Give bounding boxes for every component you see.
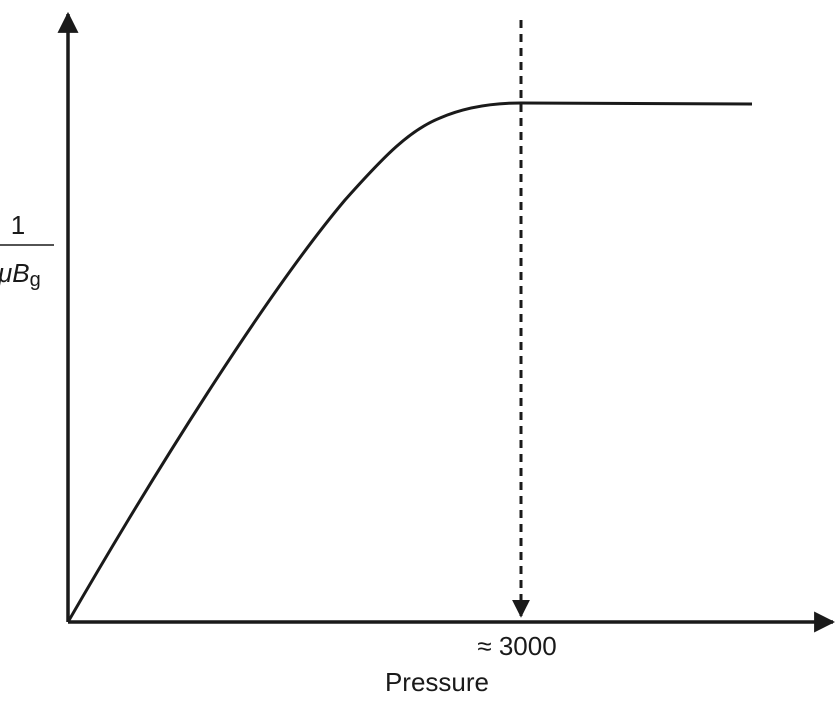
curve <box>66 101 753 623</box>
x-axis-label: Pressure <box>385 667 489 697</box>
annotation: ≈ 3000 <box>477 631 556 661</box>
y-label-denominator: μBg <box>0 258 41 291</box>
y-label-symbol: μB <box>0 258 30 288</box>
y-label-subscript: g <box>30 269 41 291</box>
y-label-numerator: 1 <box>11 210 25 240</box>
